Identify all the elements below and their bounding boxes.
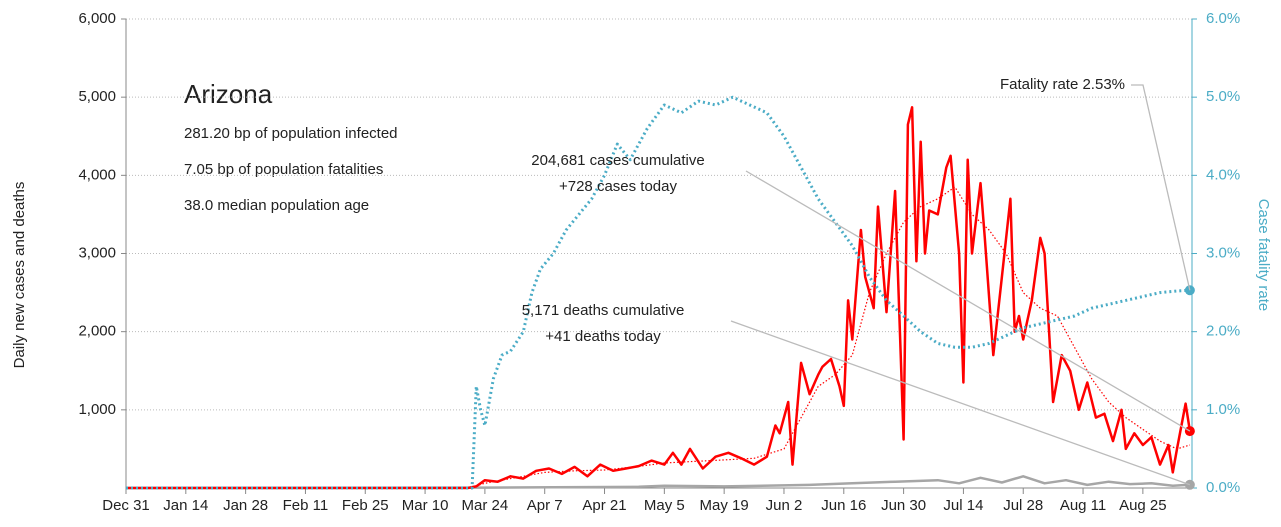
y-tick-label: 3,000 (78, 244, 116, 261)
y-tick-label: 5,000 (78, 88, 116, 105)
x-tick-label: Jan 14 (163, 497, 208, 514)
info-line: 281.20 bp of population infected (184, 125, 398, 142)
y2-tick-label: 3.0% (1206, 244, 1240, 261)
leader-line (745, 170, 1191, 432)
y-tick-label: 6,000 (78, 10, 116, 27)
x-tick-label: Feb 11 (283, 497, 329, 514)
info-line: 38.0 median population age (184, 197, 369, 214)
x-tick-label: May 5 (644, 497, 685, 514)
x-tick-label: Mar 10 (402, 497, 449, 514)
x-tick-label: Aug 25 (1119, 497, 1167, 514)
x-tick-label: Jun 2 (766, 497, 803, 514)
y-tick-label: 1,000 (78, 401, 116, 418)
annotation: +41 deaths today (545, 328, 661, 345)
x-tick-label: Apr 7 (527, 497, 563, 514)
series-line (126, 95, 1190, 490)
x-tick-label: May 19 (700, 497, 749, 514)
y2-tick-label: 2.0% (1206, 323, 1240, 340)
leader-line (1131, 84, 1191, 291)
y2-tick-label: 5.0% (1206, 88, 1240, 105)
x-tick-label: Jun 30 (881, 497, 926, 514)
annotation: +728 cases today (559, 178, 678, 195)
y-tick-label: 4,000 (78, 166, 116, 183)
x-tick-label: Jul 14 (943, 497, 983, 514)
series-line (125, 475, 1190, 490)
y2-tick-label: 6.0% (1206, 10, 1240, 27)
x-tick-label: Mar 24 (462, 497, 509, 514)
x-tick-label: Apr 21 (582, 497, 626, 514)
series-line (126, 186, 1191, 489)
leader-line (730, 320, 1191, 486)
annotation: 204,681 cases cumulative (531, 152, 704, 169)
y2-tick-label: 1.0% (1206, 401, 1240, 418)
chart-title: Arizona (184, 79, 273, 109)
y2-tick-label: 0.0% (1206, 479, 1240, 496)
annotation: 5,171 deaths cumulative (522, 302, 685, 319)
x-tick-label: Jul 28 (1003, 497, 1043, 514)
y2-tick-label: 4.0% (1206, 166, 1240, 183)
info-line: 7.05 bp of population fatalities (184, 161, 383, 178)
x-tick-label: Jun 16 (821, 497, 866, 514)
y-axis-label: Daily new cases and deaths (11, 182, 28, 369)
x-tick-label: Feb 25 (342, 497, 389, 514)
x-tick-label: Jan 28 (223, 497, 268, 514)
y-tick-label: 2,000 (78, 323, 116, 340)
y2-axis-label: Case fatality rate (1255, 199, 1272, 312)
annotation: Fatality rate 2.53% (1000, 76, 1125, 93)
series-line (126, 106, 1192, 490)
x-tick-label: Dec 31 (102, 497, 150, 514)
x-tick-label: Aug 11 (1060, 497, 1106, 514)
